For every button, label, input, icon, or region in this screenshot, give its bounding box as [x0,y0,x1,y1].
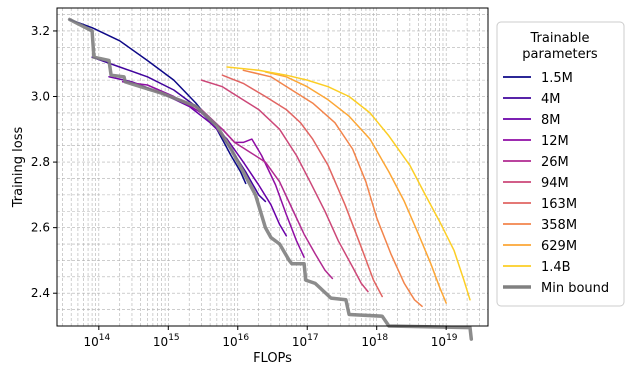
x-tick-base: 10 [361,335,376,349]
x-tick-base: 10 [222,335,237,349]
legend-label: Min bound [541,281,609,296]
y-axis-ticks: 2.4 2.6 2.8 3.0 3.2 [31,24,57,300]
x-tick-label: 1016 [222,333,249,349]
x-tick-label: 1014 [83,333,110,349]
legend-label: 94M [541,176,569,191]
x-tick-label: 1019 [431,333,458,349]
legend-label: 12M [541,134,569,149]
legend-label: 163M [541,197,577,212]
series-line-min-bound [67,17,474,341]
legend-entries: 1.5M 4M 8M 12M 26M 94M 163M 358M 629M 1.4B Min bou… [503,71,609,296]
legend-label: 1.4B [541,260,571,275]
x-tick-label: 1015 [153,333,180,349]
series-line-163m [221,74,383,298]
plot-frame [56,7,489,327]
x-tick-exponent: 15 [168,333,179,343]
series-line-1-4b [226,66,471,301]
legend-label: 1.5M [541,71,573,86]
x-tick-label: 1018 [361,333,388,349]
legend-title-line-2: parameters [522,47,598,62]
series-line-358m [242,69,423,308]
x-tick-exponent: 16 [238,333,250,343]
legend-label: 629M [541,239,577,254]
legend-label: 4M [541,92,561,107]
x-tick-base: 10 [431,335,446,349]
x-tick-exponent: 19 [446,333,458,343]
x-tick-label: 1017 [292,333,319,349]
x-axis-ticks: 1014 1015 1016 1017 1018 1019 [83,326,458,349]
series-line-1-5m [68,18,247,185]
y-tick-label: 2.8 [31,155,50,169]
x-tick-exponent: 17 [307,333,318,343]
legend-box [496,21,625,307]
series-line-94m [200,79,369,293]
legend: Trainable parameters 1.5M 4M 8M 12M 26M 94M 16… [496,21,625,307]
y-tick-label: 2.4 [31,286,50,300]
legend-label: 358M [541,218,577,233]
x-tick-exponent: 14 [99,333,111,343]
x-axis-label: FLOPs [253,351,292,366]
legend-label: 8M [541,113,561,128]
series-line-12m [121,81,305,258]
y-tick-label: 2.6 [31,221,50,235]
x-tick-base: 10 [292,335,307,349]
x-tick-base: 10 [83,335,98,349]
y-tick-label: 3.2 [31,24,50,38]
x-tick-base: 10 [153,335,168,349]
y-axis-label: Training loss [11,127,26,209]
series-line-26m [152,89,334,280]
x-tick-exponent: 18 [377,333,389,343]
legend-title-line-1: Trainable [529,31,589,46]
legend-label: 26M [541,155,569,170]
grid [57,8,489,327]
y-tick-label: 3.0 [31,90,50,104]
series-lines [67,17,474,341]
series-line-629m [264,71,447,304]
